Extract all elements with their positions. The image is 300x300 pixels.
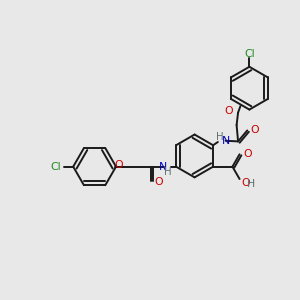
Text: Cl: Cl	[50, 162, 61, 172]
Text: Cl: Cl	[244, 49, 255, 59]
Text: O: O	[224, 106, 233, 116]
Text: H: H	[216, 132, 224, 142]
Text: N: N	[222, 136, 230, 146]
Text: N: N	[159, 162, 167, 172]
Text: O: O	[114, 160, 123, 170]
Text: O: O	[241, 178, 250, 188]
Text: O: O	[243, 149, 252, 159]
Text: O: O	[250, 125, 259, 136]
Text: H: H	[164, 167, 172, 177]
Text: O: O	[155, 177, 163, 188]
Text: H: H	[247, 179, 255, 189]
